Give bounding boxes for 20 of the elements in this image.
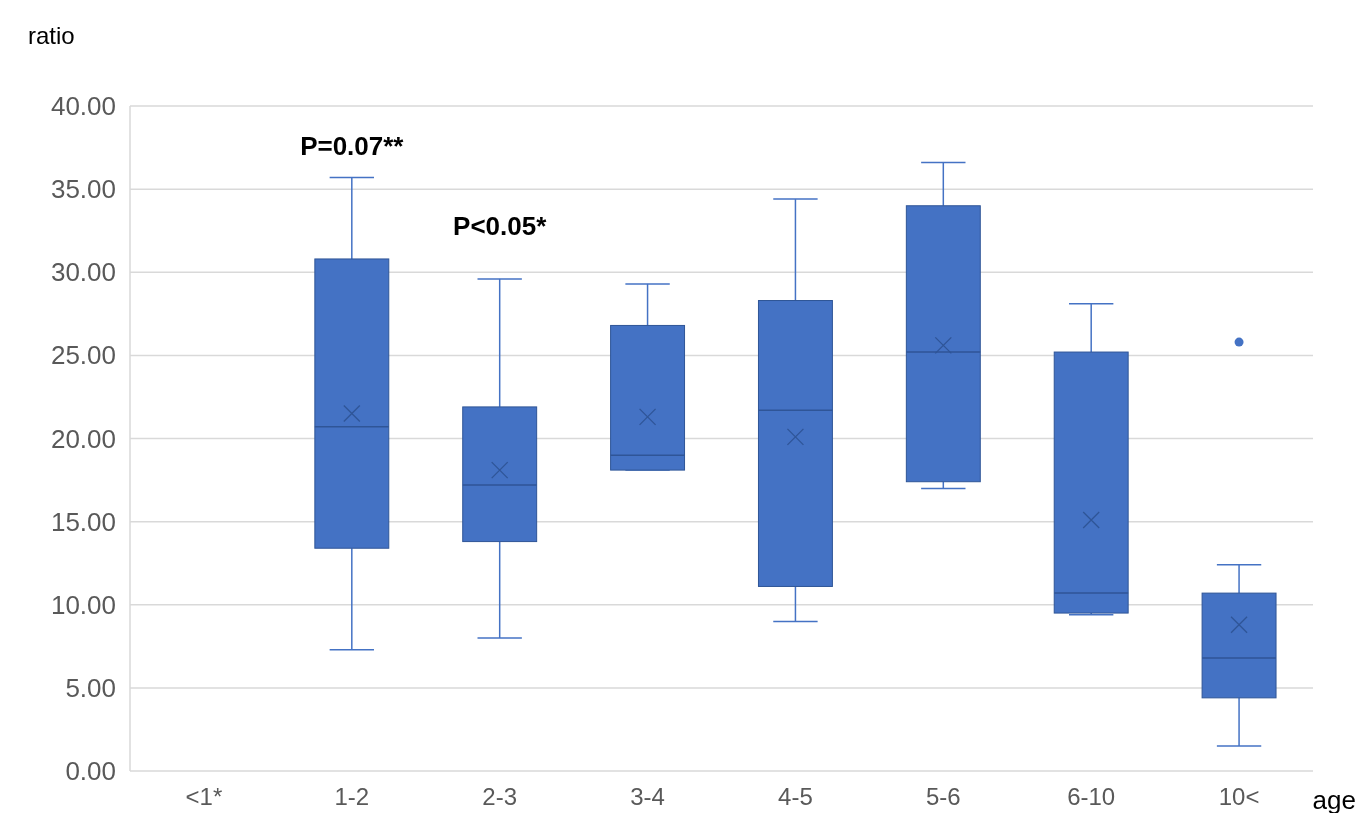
x-tick-label: 5-6 — [925, 783, 961, 810]
y-tick-label: 35.00 — [50, 174, 116, 205]
x-tick-label: 3-4 — [630, 783, 665, 810]
x-tick-label: 4-5 — [778, 783, 813, 810]
y-tick-label: 10.00 — [50, 589, 116, 620]
x-tick-label: 1-2 — [334, 783, 370, 810]
y-tick-label: 20.00 — [50, 423, 116, 454]
annotation: P<0.05* — [453, 210, 548, 241]
x-tick-label: 2-3 — [482, 783, 518, 810]
y-tick-label: 40.00 — [50, 91, 116, 122]
x-tick-label: 10< — [1218, 783, 1260, 810]
y-tick-label: 15.00 — [50, 506, 116, 537]
y-axis-title: ratio — [28, 22, 75, 49]
x-tick-label: 6-10 — [1067, 783, 1116, 810]
y-tick-label: 0.00 — [65, 756, 116, 787]
x-tick-label: <1* — [185, 783, 223, 810]
y-tick-label: 5.00 — [65, 672, 116, 703]
y-tick-label: 25.00 — [50, 340, 116, 371]
annotation: P=0.07** — [300, 131, 405, 162]
y-tick-label: 30.00 — [50, 257, 116, 288]
